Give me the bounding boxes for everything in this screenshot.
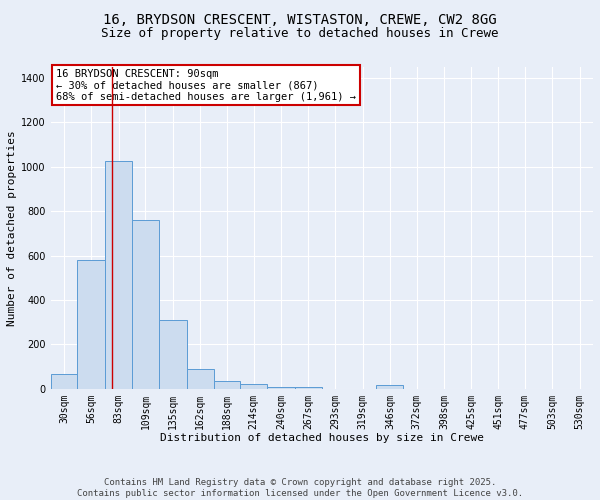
Bar: [132, 220, 159, 389]
Y-axis label: Number of detached properties: Number of detached properties: [7, 130, 17, 326]
Bar: [295, 386, 322, 389]
Bar: [77, 260, 105, 389]
Text: 16 BRYDSON CRESCENT: 90sqm
← 30% of detached houses are smaller (867)
68% of sem: 16 BRYDSON CRESCENT: 90sqm ← 30% of deta…: [56, 68, 356, 102]
Bar: [241, 384, 267, 389]
Bar: [267, 386, 295, 389]
Bar: [214, 381, 241, 389]
X-axis label: Distribution of detached houses by size in Crewe: Distribution of detached houses by size …: [160, 433, 484, 443]
Text: 16, BRYDSON CRESCENT, WISTASTON, CREWE, CW2 8GG: 16, BRYDSON CRESCENT, WISTASTON, CREWE, …: [103, 12, 497, 26]
Bar: [50, 374, 77, 389]
Bar: [105, 162, 132, 389]
Bar: [187, 369, 214, 389]
Text: Size of property relative to detached houses in Crewe: Size of property relative to detached ho…: [101, 28, 499, 40]
Text: Contains HM Land Registry data © Crown copyright and database right 2025.
Contai: Contains HM Land Registry data © Crown c…: [77, 478, 523, 498]
Bar: [376, 386, 403, 389]
Bar: [159, 320, 187, 389]
